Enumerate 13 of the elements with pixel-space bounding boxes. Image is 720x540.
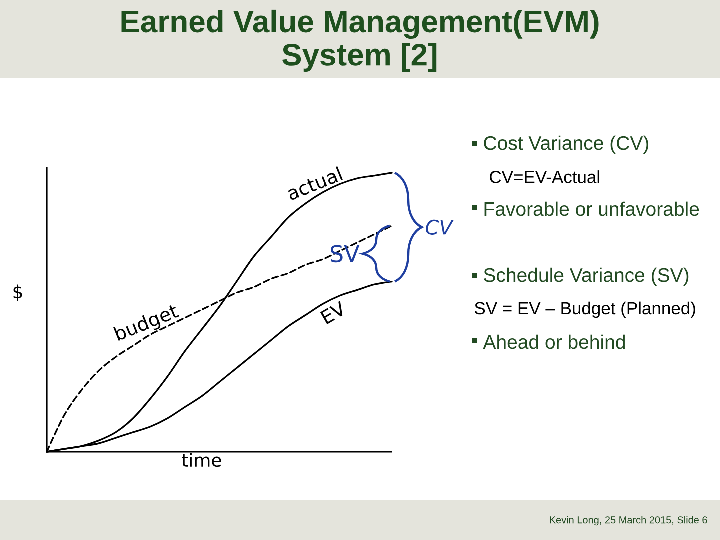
chart-title: Earned Value Management(EVM) System [2] [122,10,599,72]
text: SV = EV – Budget (Planned) [475,302,696,318]
annotation: SV [330,245,360,263]
text: Ahead or behind [483,334,626,350]
text: Kevin Long, 25 March 2015, Slide 6 [550,516,708,526]
text: CV=EV-Actual [490,170,600,184]
y-axis-title: $ [14,284,22,302]
text: Cost Variance (CV) [484,136,648,154]
text: EV [320,300,343,324]
text: CV [426,220,454,235]
x-axis-title: time [182,453,222,468]
text: Schedule Variance (SV) [484,268,689,286]
text: Favorable or unfavorable [484,202,700,216]
